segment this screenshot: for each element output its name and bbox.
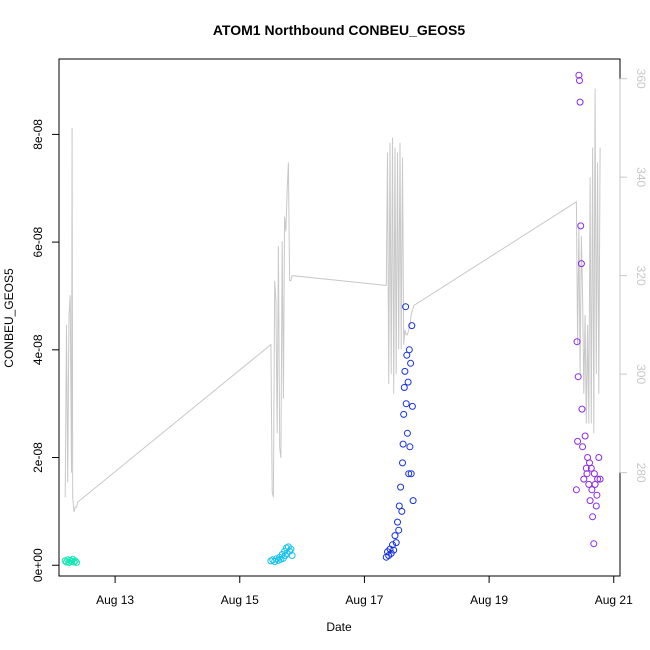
data-point-group3-8 xyxy=(391,532,399,540)
data-point-group4-30 xyxy=(593,491,601,499)
data-point-group1-10 xyxy=(73,559,80,566)
data-point-group4-10 xyxy=(578,405,586,413)
data-point-group3-29 xyxy=(407,470,415,478)
data-point-group3-17 xyxy=(400,410,408,418)
secondary-series-line xyxy=(64,88,601,513)
data-point-group3-32 xyxy=(409,497,417,505)
scatter-layer xyxy=(61,71,604,566)
x-tick-label-1: Aug 13 xyxy=(96,593,134,607)
x-tick-label-2: Aug 15 xyxy=(221,593,259,607)
data-point-group4-4 xyxy=(574,373,582,381)
data-point-group4-17 xyxy=(586,497,594,505)
data-point-group4-13 xyxy=(581,432,589,440)
x-axis-label: Date xyxy=(326,620,352,634)
data-point-group4-27 xyxy=(586,459,593,467)
data-point-group3-10 xyxy=(394,518,401,526)
y2-tick-label-1: 280 xyxy=(634,463,648,483)
x-tick-label-4: Aug 19 xyxy=(470,593,508,607)
data-point-group3-14 xyxy=(398,507,406,515)
data-point-group3-21 xyxy=(402,400,410,408)
data-point-group3-20 xyxy=(402,303,410,311)
data-point-group4-25 xyxy=(596,475,604,483)
data-point-group3-19 xyxy=(401,367,409,375)
data-point-group3-31 xyxy=(408,402,416,410)
data-point-group1-9 xyxy=(71,557,79,565)
axes-layer: Aug 13 Aug 15 Aug 17 Aug 19 Aug 21 0e+00 2e-08… xyxy=(31,69,648,607)
data-point-group3-30 xyxy=(408,322,416,330)
data-point-group4-2 xyxy=(573,338,581,346)
y2-tick-label-2: 300 xyxy=(634,364,648,384)
data-point-group4-28 xyxy=(588,486,596,494)
data-point-group4-24 xyxy=(595,454,603,461)
data-point-group3-26 xyxy=(405,346,413,354)
data-point-group4-19 xyxy=(589,513,597,521)
data-point-group3-28 xyxy=(407,359,415,367)
data-point-group3-23 xyxy=(403,429,411,437)
data-point-group4-20 xyxy=(590,540,598,548)
data-point-group4-3 xyxy=(574,437,582,445)
data-point-group3-11 xyxy=(395,526,403,534)
y2-tick-label-5: 360 xyxy=(634,69,648,89)
data-point-group4-9 xyxy=(577,260,585,268)
data-point-group2-16 xyxy=(287,545,295,553)
data-point-group3-25 xyxy=(405,470,413,478)
data-point-group3-9 xyxy=(392,539,400,547)
x-tick-label-5: Aug 21 xyxy=(595,593,633,607)
data-point-group4-7 xyxy=(576,98,584,106)
y-tick-label-5: 8e-08 xyxy=(31,119,45,150)
y-tick-label-4: 6e-08 xyxy=(31,226,45,257)
data-point-group4-22 xyxy=(592,502,600,510)
y-tick-label-3: 4e-08 xyxy=(31,334,45,365)
data-point-group2-17 xyxy=(288,552,296,559)
data-point-group2-11 xyxy=(281,552,289,559)
y-axis-label: CONBEU_GEOS5 xyxy=(2,268,16,368)
data-point-group3-16 xyxy=(399,440,407,448)
data-point-group4-6 xyxy=(576,77,583,84)
data-point-group3-7 xyxy=(390,546,398,554)
x-tick-label-3: Aug 17 xyxy=(345,593,383,607)
data-point-group4-14 xyxy=(582,464,590,472)
secondary-line-layer xyxy=(64,88,601,513)
data-point-group3-27 xyxy=(406,443,414,451)
plot-frame xyxy=(58,58,621,577)
data-point-group4-1 xyxy=(572,486,580,494)
chart-title: ATOM1 Northbound CONBEU_GEOS5 xyxy=(213,22,465,38)
data-point-group3-18 xyxy=(400,384,408,391)
data-point-group4-29 xyxy=(590,470,598,478)
data-point-group4-12 xyxy=(580,475,588,483)
y2-tick-label-3: 320 xyxy=(634,266,648,286)
data-point-group3-24 xyxy=(404,378,412,386)
data-point-group1-8 xyxy=(70,558,78,566)
y-tick-label-1: 0e+00 xyxy=(31,548,45,582)
data-point-group3-13 xyxy=(397,483,405,491)
y-tick-label-2: 2e-08 xyxy=(31,442,45,473)
data-point-group3-15 xyxy=(399,459,406,467)
data-point-group4-26 xyxy=(583,470,591,478)
y2-tick-label-4: 340 xyxy=(634,167,648,187)
data-point-group4-5 xyxy=(575,71,583,79)
data-point-group3-6 xyxy=(389,541,396,549)
data-point-group4-8 xyxy=(577,222,585,230)
data-point-group4-11 xyxy=(579,443,587,451)
data-point-group4-23 xyxy=(594,475,602,483)
